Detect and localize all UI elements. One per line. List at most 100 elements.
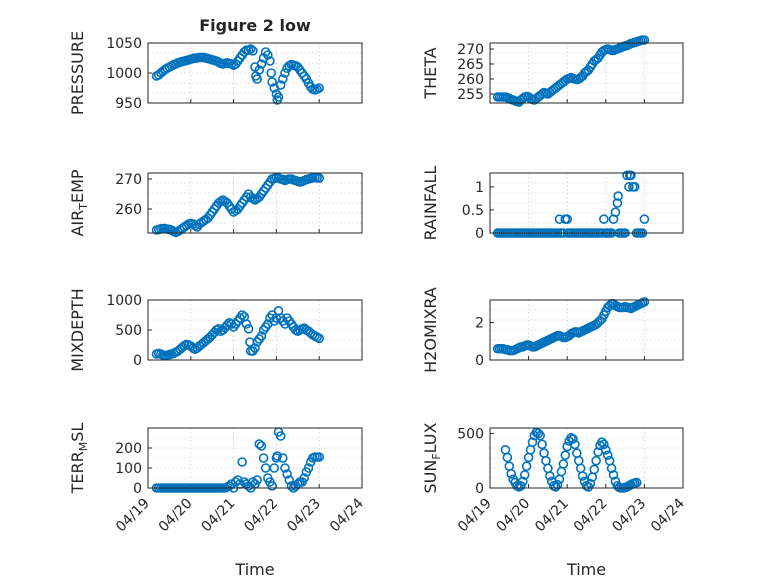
y-axis-label: THETA [421,47,440,99]
data-point [237,310,247,320]
y-tick-label: 270 [457,42,484,58]
data-point [256,331,267,341]
y-tick-label: 100 [115,461,142,477]
data-point [282,469,292,479]
data-point [267,77,277,87]
x-tick-label: 04/19 [113,496,153,536]
y-tick-label: 0 [475,353,484,369]
data-point [263,50,273,60]
x-tick-label: 04/21 [199,496,239,536]
data-point [243,323,254,334]
data-point [275,80,286,90]
y-axis-label: RAINFALL [421,166,440,241]
x-tick-label: 04/24 [648,495,688,535]
panel-rainfall: 0 0.5 1 RAINFALL [421,166,684,242]
data-point [303,463,314,473]
data-point [273,92,284,102]
data-point [213,323,224,334]
data-point [248,193,258,204]
panel-terr-msl: 0 100 200 04/19 04/20 04/21 04/22 04/23 04/24 TER… [68,423,367,579]
axes-border [147,427,363,489]
data-point [591,455,601,466]
data-point [237,457,247,467]
y-axis-label: H2OMIXRA [421,287,440,373]
data-point [639,297,650,307]
axes-border [147,172,363,234]
data-point [506,469,517,479]
data-point [527,437,538,447]
data-point [560,450,571,461]
data-point [254,65,265,75]
data-point [613,191,623,201]
data-point [521,461,532,471]
data-point [597,437,607,447]
data-point [256,59,267,69]
data-point [552,479,563,490]
x-axis-label: Time [566,560,606,579]
y-tick-label: 1050 [106,36,142,52]
panel-h2omixra: 0 2 H2OMIXRA [421,287,684,373]
data-point [314,452,325,462]
data-point [267,481,277,491]
data-point [254,439,265,449]
data-point [639,35,650,45]
y-axis-label: SUNFLUX [421,422,443,493]
axes-border [489,172,684,234]
data-point [562,214,573,224]
data-point [502,452,513,463]
panel-mixdepth: 0 500 1000 MIXDEPTH [68,288,363,372]
data-point [258,453,269,463]
data-point [248,45,258,56]
axes-border [147,42,363,104]
data-point [570,439,580,450]
y-tick-label: 260 [457,72,484,88]
data-point [272,451,283,461]
data-point [631,477,642,488]
data-point [535,430,545,441]
data-point [275,431,286,441]
y-tick-label: 0 [133,481,142,497]
x-tick-label: 04/23 [609,496,649,536]
y-tick-label: 2 [475,316,484,332]
y-tick-label: 0 [133,353,142,369]
data-point [610,207,621,218]
y-tick-label: 500 [115,323,142,339]
axes-border [489,299,684,361]
data-point [600,445,611,455]
data-point [241,319,252,329]
data-point [519,470,530,480]
data-point [250,343,260,353]
data-point [299,473,310,483]
data-point [284,475,295,485]
data-point [215,196,226,207]
data-point [602,450,613,461]
panel-air-temp: 260 270 AIRTEMP [68,169,363,238]
data-point [252,74,262,84]
y-tick-label: 200 [115,441,142,457]
data-point [256,441,267,451]
data-point [599,214,609,224]
data-point [606,463,617,474]
data-point [558,459,569,469]
y-tick-label: 1000 [106,293,142,309]
x-tick-label: 04/21 [532,496,572,536]
data-point [280,68,290,78]
data-point [589,464,600,475]
data-point [545,471,555,481]
y-tick-label: 1 [475,180,484,196]
axes-border [489,42,684,104]
x-tick-label: 04/23 [284,496,324,536]
data-point [314,83,325,93]
y-axis-label: PRESSURE [68,31,87,115]
y-tick-label: 265 [457,57,484,73]
axes-box [147,42,363,104]
data-point [537,439,547,450]
y-tick-label: 500 [457,426,484,442]
data-point [550,482,561,492]
x-tick-label: 04/22 [241,496,281,536]
y-tick-label: 260 [115,202,142,218]
y-tick-label: 0 [475,226,484,242]
